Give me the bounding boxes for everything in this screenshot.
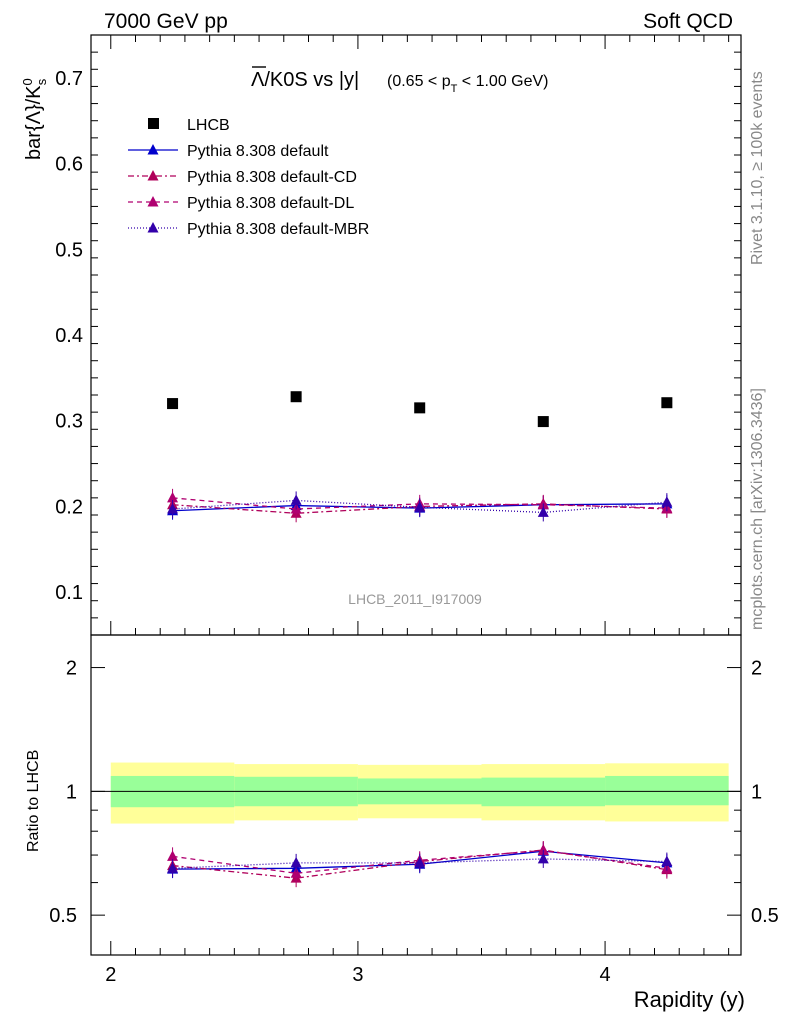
legend-marker-cd bbox=[147, 170, 159, 181]
ratio-point-dl bbox=[167, 850, 179, 861]
ratio-line-dl bbox=[172, 849, 667, 874]
x-tick-label: 3 bbox=[352, 964, 363, 986]
header-left: 7000 GeV pp bbox=[104, 10, 228, 33]
main-point-mbr bbox=[661, 496, 673, 507]
mcplots-label: mcplots.cern.ch [arXiv:1306.3436] bbox=[749, 388, 766, 630]
title-range-sub: T bbox=[451, 83, 458, 95]
y-tick-label: 0.4 bbox=[55, 325, 83, 347]
uncertainty-bands bbox=[91, 762, 741, 824]
ratio-point-dl bbox=[290, 867, 302, 878]
ratio-y-tick-label-left: 0.5 bbox=[49, 905, 77, 927]
ratio-y-label: Ratio to LHCB bbox=[25, 750, 42, 852]
title-main: Λ/K0S vs |y| bbox=[251, 69, 359, 91]
ratio-point-mbr bbox=[414, 856, 426, 868]
legend-label-mbr: Pythia 8.308 default-MBR bbox=[187, 221, 369, 238]
legend-label-default: Pythia 8.308 default bbox=[187, 143, 329, 160]
analysis-watermark: LHCB_2011_I917009 bbox=[348, 591, 482, 607]
ratio-y-tick-label-right: 2 bbox=[751, 658, 762, 680]
legend-marker-data bbox=[148, 118, 159, 129]
data-series bbox=[167, 391, 673, 888]
y-tick-label: 0.1 bbox=[55, 582, 83, 604]
main-point-mbr bbox=[167, 503, 179, 514]
y-tick-label: 0.2 bbox=[55, 496, 83, 518]
x-tick-label: 4 bbox=[600, 964, 611, 986]
y-tick-label: 0.3 bbox=[55, 411, 83, 433]
rivet-label: Rivet 3.1.10, ≥ 100k events bbox=[749, 71, 766, 265]
legend-marker-default bbox=[147, 144, 159, 155]
legend-marker-mbr bbox=[147, 222, 159, 233]
main-point-mbr bbox=[290, 494, 302, 505]
title-range-end: < 1.00 GeV) bbox=[457, 73, 548, 90]
ratio-point-mbr bbox=[290, 856, 302, 868]
ratio-point-mbr bbox=[167, 862, 179, 873]
legend-label-dl: Pythia 8.308 default-DL bbox=[187, 195, 354, 212]
ratio-point-dl bbox=[537, 844, 549, 856]
main-point-data bbox=[414, 402, 426, 414]
ratio-point-mbr bbox=[661, 855, 673, 867]
header-right: Soft QCD bbox=[643, 10, 733, 33]
ratio-y-tick-label-left: 1 bbox=[66, 781, 77, 803]
axis-ticks: 0.1 0.2 0.3 0.4 0.5 0.6 0.7 2 3 4 0.5 0.5 1 1 2 2 bbox=[49, 35, 779, 986]
legend: LHCB Pythia 8.308 default Pythia 8.308 def… bbox=[128, 117, 369, 238]
plot-frames bbox=[90, 34, 742, 956]
y-label-sup: 0 bbox=[20, 78, 35, 85]
ratio-y-tick-label-left: 2 bbox=[66, 658, 77, 680]
legend-label-cd: Pythia 8.308 default-CD bbox=[187, 169, 357, 186]
legend-marker-dl bbox=[147, 196, 159, 207]
main-point-data bbox=[290, 391, 302, 403]
main-point-data bbox=[167, 398, 179, 410]
main-point-dl bbox=[167, 491, 179, 503]
ratio-point-mbr bbox=[537, 852, 549, 864]
y-label-sub: s bbox=[34, 78, 49, 85]
y-tick-label: 0.5 bbox=[55, 239, 83, 261]
y-tick-label: 0.6 bbox=[55, 154, 83, 176]
x-axis-label: Rapidity (y) bbox=[634, 987, 745, 1012]
main-point-mbr bbox=[414, 501, 426, 512]
main-point-mbr bbox=[537, 506, 549, 517]
legend-label-data: LHCB bbox=[187, 117, 230, 134]
ratio-frame bbox=[90, 634, 742, 956]
ratio-y-tick-label-right: 1 bbox=[751, 781, 762, 803]
main-plot-title: Λ/K0S vs |y| (0.65 < pT < 1.00 GeV) bbox=[251, 66, 549, 95]
x-tick-label: 2 bbox=[105, 964, 116, 986]
title-range: (0.65 < pT < 1.00 GeV) bbox=[387, 73, 549, 95]
y-tick-label: 0.7 bbox=[55, 68, 83, 90]
ratio-y-tick-label-right: 0.5 bbox=[751, 905, 779, 927]
band-inner bbox=[605, 775, 729, 806]
main-y-label: bar{Λ}/K0s bbox=[20, 78, 49, 160]
band-inner bbox=[481, 777, 606, 807]
main-point-data bbox=[537, 416, 549, 428]
main-point-data bbox=[661, 397, 673, 409]
